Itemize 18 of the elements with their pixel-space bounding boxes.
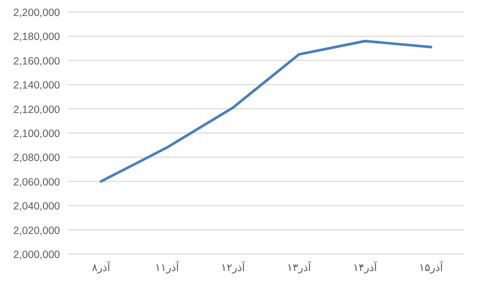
y-tick-label: 2,160,000 <box>13 55 60 68</box>
y-tick-label: 2,000,000 <box>13 249 60 261</box>
line-series <box>100 40 432 183</box>
y-tick-label: 2,020,000 <box>13 224 60 237</box>
y-tick-label: 2,120,000 <box>13 104 60 116</box>
y-tick-label: 2,140,000 <box>13 80 60 92</box>
x-tick-label: آذر۱۲ <box>221 261 246 274</box>
y-tick-label: 2,180,000 <box>13 31 60 44</box>
y-tick-label: 2,100,000 <box>13 128 60 140</box>
y-tick-label: 2,080,000 <box>13 152 60 164</box>
x-tick-label: آذر۱۱ <box>155 261 180 274</box>
y-tick-label: 2,200,000 <box>13 7 60 19</box>
x-tick-label: آذر۱۴ <box>353 261 378 274</box>
x-tick-label: آذر۱۳ <box>287 261 312 274</box>
x-tick-label: آذر۸ <box>92 261 112 274</box>
y-tick-label: 2,060,000 <box>13 176 60 188</box>
y-tick-label: 2,040,000 <box>13 200 60 213</box>
x-tick-label: آذر۱۵ <box>419 261 444 274</box>
